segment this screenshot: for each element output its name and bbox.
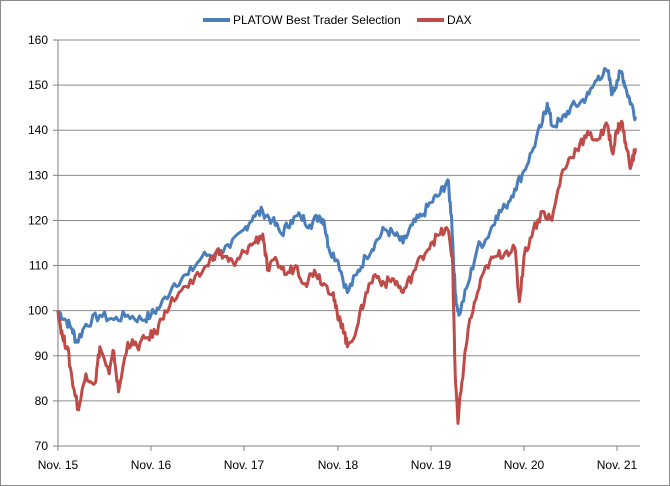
legend-label-platow: PLATOW Best Trader Selection [233, 13, 401, 27]
legend-label-dax: DAX [447, 13, 472, 27]
series-lines [56, 67, 638, 425]
x-tick-label-3: Nov. 18 [318, 458, 359, 472]
x-tick-label-2: Nov. 17 [224, 458, 265, 472]
y-axis-ticks: 70 80 90 100 110 120 130 140 150 160 [28, 33, 58, 453]
x-tick-label-5: Nov. 20 [504, 458, 545, 472]
y-tick-label-110: 110 [29, 259, 48, 273]
x-tick-label-4: Nov. 19 [411, 458, 452, 472]
x-tick-label-0: Nov. 15 [38, 458, 79, 472]
y-tick-label-80: 80 [35, 394, 49, 408]
series-line-1 [56, 119, 638, 425]
grid-lines [58, 39, 640, 402]
x-tick-label-6: Nov. 21 [597, 458, 638, 472]
y-tick-label-70: 70 [35, 439, 49, 453]
y-tick-label-150: 150 [28, 78, 48, 92]
y-tick-label-160: 160 [28, 33, 48, 47]
series-line-0 [56, 67, 638, 344]
y-tick-label-100: 100 [28, 304, 48, 318]
y-tick-label-90: 90 [35, 349, 49, 363]
y-tick-label-130: 130 [28, 168, 48, 182]
y-tick-label-120: 120 [28, 213, 48, 227]
x-axis-ticks: Nov. 15 Nov. 16 Nov. 17 Nov. 18 Nov. 19 Nov. … [38, 446, 638, 472]
y-tick-label-140: 140 [28, 123, 48, 137]
legend: PLATOW Best Trader Selection DAX [203, 13, 472, 27]
x-tick-label-1: Nov. 16 [131, 458, 172, 472]
axes [57, 40, 640, 447]
